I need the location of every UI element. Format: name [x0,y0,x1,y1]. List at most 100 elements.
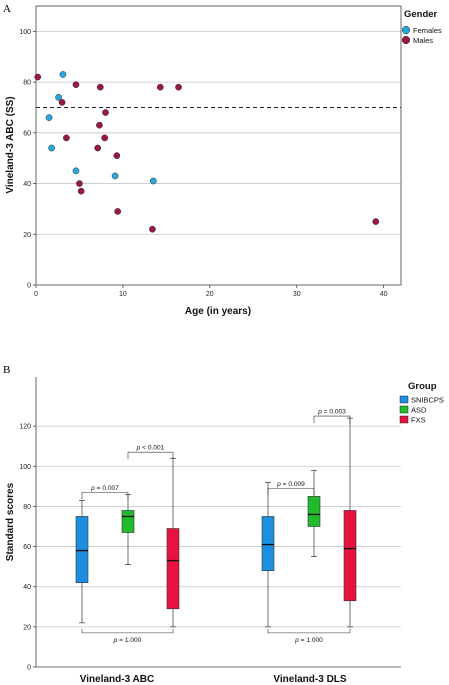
data-point-males [94,144,102,152]
legend-swatch-males [401,35,411,45]
p-value-text: = 0.007 [95,485,119,492]
legend-label-snibcps: SNIBCPS [411,396,444,405]
box-iqr [121,510,135,533]
data-point-females [48,144,55,152]
y-tick-label: 0 [27,283,31,290]
box-gridlines [36,425,401,628]
data-point-females [45,114,53,121]
data-point-males [175,83,182,91]
legend-label-males: Males [413,36,433,45]
data-point-females [59,71,67,78]
legend-label-asd: ASD [411,406,427,415]
panel-label-a: A [3,3,11,15]
data-point-males [101,134,109,142]
box-iqr [261,516,275,571]
box-iqr [343,510,357,602]
legend-label-fxs: FXS [411,416,426,425]
legend-label-females: Females [413,26,442,35]
data-point-males [72,81,80,88]
x-tick-label: 10 [119,291,127,298]
data-point-males [34,73,42,81]
box-legend: Group SNIBCPS ASD FXS [399,381,444,425]
p-symbol: p [276,481,281,488]
p-symbol: p [294,637,299,644]
data-point-females [111,172,119,180]
bracket-line [313,415,351,424]
p-value-text: < 0.001 [140,445,164,452]
y-tick-label: 60 [23,544,31,551]
data-point-males [58,99,66,106]
box-y-ticks: 0 20 40 60 80 100 120 [19,424,36,672]
p-value-label: p = 0.003 [317,409,346,416]
box-snibcps-abc [75,500,89,624]
data-point-males [76,180,83,187]
p-value-label: p < 0.001 [136,445,165,452]
p-value-label: p = 0.007 [90,485,119,492]
bracket-line [267,628,351,634]
legend-swatch-asd [399,405,409,414]
data-point-females [55,93,62,101]
scatter-legend: Gender Females Males [401,9,442,45]
x-tick-label: 30 [293,291,301,298]
scatter-y-ticks: 0 20 40 60 80 100 [19,29,36,290]
data-point-males [96,83,104,91]
p-symbol: p [90,485,95,492]
data-point-males [96,121,103,129]
category-label-abc: Vineland-3 ABC [80,674,154,685]
scatter-plot-panel: 0 20 40 60 80 100 0 10 20 30 40 Age (in years) Vi… [5,5,442,317]
data-point-males [149,225,156,233]
scatter-points [34,71,380,233]
y-tick-label: 80 [23,504,31,511]
data-point-males [63,134,70,142]
y-tick-label: 40 [23,181,31,188]
box-iqr [166,528,180,610]
scatter-gridlines [36,30,401,235]
y-tick-label: 100 [19,29,31,36]
box-iqr [75,516,89,584]
legend-swatch-females [401,25,411,35]
scatter-x-ticks: 0 10 20 30 40 [34,285,388,298]
significance-bracket: p < 0.001 [127,445,174,460]
box-fxs-abc [166,457,180,628]
data-point-females [72,167,80,175]
bracket-line [127,451,174,460]
box-legend-title: Group [408,381,437,392]
p-symbol: p [317,409,322,416]
box-y-axis-title: Standard scores [5,482,16,561]
box-marks [75,417,357,628]
y-tick-label: 0 [27,665,31,672]
box-asd-abc [121,494,135,565]
box-iqr [307,496,321,527]
y-tick-label: 20 [23,232,31,239]
category-label-dls: Vineland-3 DLS [273,674,346,685]
x-tick-label: 20 [206,291,214,298]
significance-bracket: p = 0.007 [81,485,129,500]
p-value-label: p = 1.000 [294,637,323,644]
data-point-males [102,109,109,116]
data-point-females [149,177,157,185]
significance-bracket: p = 1.000 [267,628,351,644]
bracket-line [81,628,174,634]
data-point-males [156,83,164,91]
y-tick-label: 20 [23,624,31,631]
p-value-text: = 0.009 [281,481,305,488]
legend-swatch-fxs [399,415,409,424]
y-tick-label: 100 [19,464,31,471]
scatter-x-axis-title: Age (in years) [185,306,251,317]
box-asd-dls [307,469,321,557]
legend-swatch-snibcps [399,395,409,404]
data-point-males [372,218,380,225]
data-point-males [113,152,121,159]
bracket-line [81,492,129,500]
data-point-males [77,187,85,195]
p-symbol: p [136,445,141,452]
scatter-y-axis-title: Vineland-3 ABC (SS) [5,96,16,193]
x-tick-label: 40 [380,291,388,298]
p-symbol: p [113,637,118,644]
y-tick-label: 120 [19,424,31,431]
y-tick-label: 40 [23,584,31,591]
y-tick-label: 60 [23,130,31,137]
